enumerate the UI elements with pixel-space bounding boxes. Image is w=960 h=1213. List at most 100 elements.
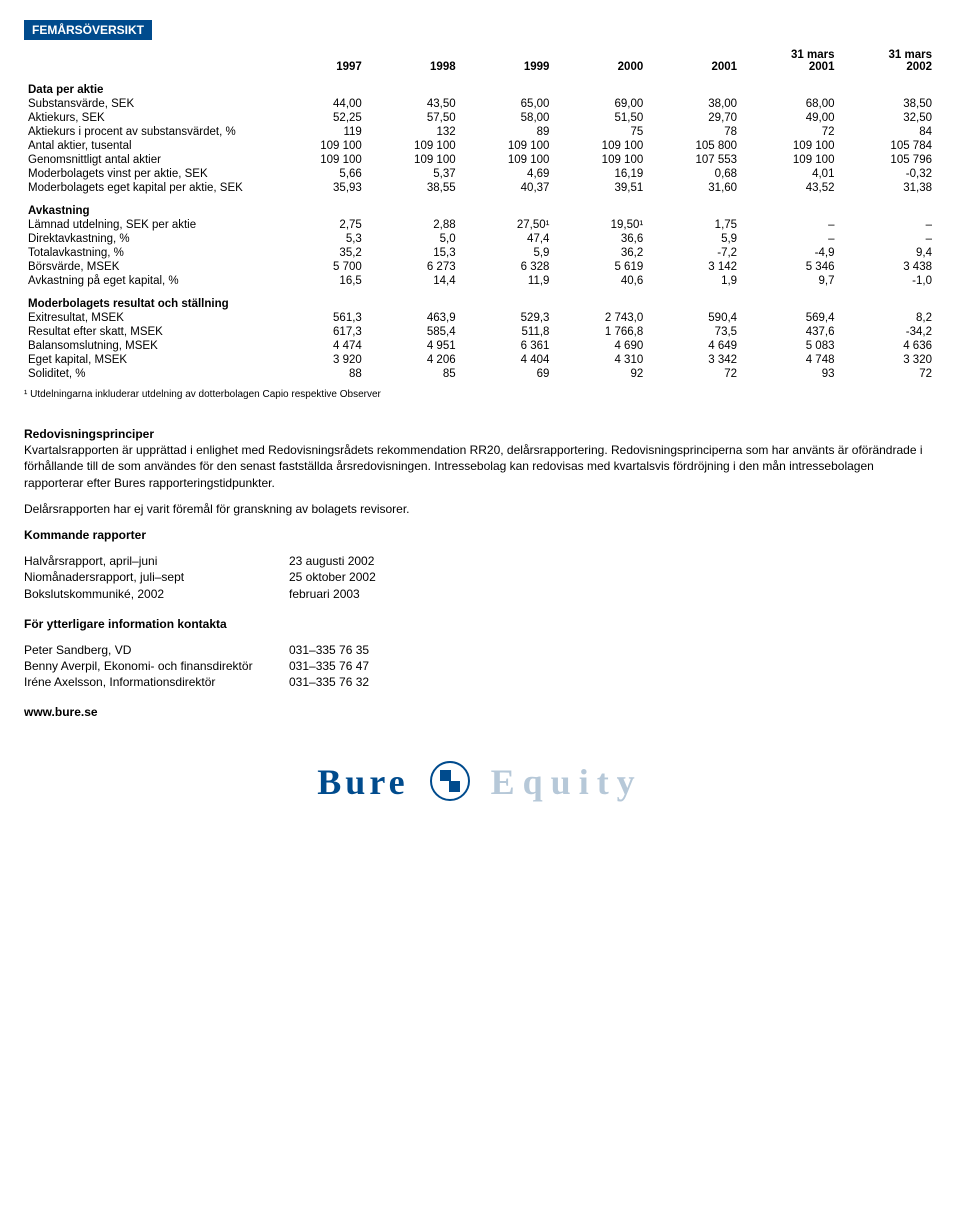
cell: 5,37 (366, 167, 460, 181)
row-label: Börsvärde, MSEK (24, 260, 272, 274)
col-2000: 2000 (553, 48, 647, 74)
table-row: Antal aktier, tusental109 100109 100109 … (24, 139, 936, 153)
table-row: Eget kapital, MSEK3 9204 2064 4044 3103 … (24, 353, 936, 367)
cell: 65,00 (460, 97, 554, 111)
cell: 72 (741, 125, 838, 139)
cell: 3 438 (838, 260, 936, 274)
cell: 4 404 (460, 353, 554, 367)
row-label: Antal aktier, tusental (24, 139, 272, 153)
cell: 27,50¹ (460, 218, 554, 232)
cell: 43,52 (741, 181, 838, 195)
row-label: Exitresultat, MSEK (24, 311, 272, 325)
cell: 5 083 (741, 339, 838, 353)
cell: 590,4 (647, 311, 741, 325)
cell: 85 (366, 367, 460, 381)
cell: 107 553 (647, 153, 741, 167)
row-label: Balansomslutning, MSEK (24, 339, 272, 353)
cell: 6 273 (366, 260, 460, 274)
cell: 6 361 (460, 339, 554, 353)
principles-heading: Redovisningsprinciper (24, 427, 154, 441)
cell: 84 (838, 125, 936, 139)
row-label: Aktiekurs i procent av substansvärdet, % (24, 125, 272, 139)
cell: 4 310 (553, 353, 647, 367)
row-label: Aktiekurs, SEK (24, 111, 272, 125)
cell: – (838, 232, 936, 246)
cell: 109 100 (272, 139, 366, 153)
cell: 6 328 (460, 260, 554, 274)
cell: 75 (553, 125, 647, 139)
table-row: Aktiekurs, SEK52,2557,5058,0051,5029,704… (24, 111, 936, 125)
cell: 4 474 (272, 339, 366, 353)
cell: 68,00 (741, 97, 838, 111)
row-label: Avkastning på eget kapital, % (24, 274, 272, 288)
col-1998: 1998 (366, 48, 460, 74)
row-label: Resultat efter skatt, MSEK (24, 325, 272, 339)
cell: 4 649 (647, 339, 741, 353)
website-link[interactable]: www.bure.se (24, 704, 936, 720)
principles-p1: Kvartalsrapporten är upprättad i enlighe… (24, 443, 923, 489)
reports-heading: Kommande rapporter (24, 527, 936, 543)
cell: 585,4 (366, 325, 460, 339)
report-row: Bokslutskommuniké, 2002februari 2003 (24, 586, 936, 602)
report-name: Niomånadersrapport, juli–sept (24, 569, 289, 585)
cell: 31,60 (647, 181, 741, 195)
report-row: Halvårsrapport, april–juni23 augusti 200… (24, 553, 936, 569)
cell: 49,00 (741, 111, 838, 125)
cell: 2 743,0 (553, 311, 647, 325)
cell: 5,0 (366, 232, 460, 246)
cell: -1,0 (838, 274, 936, 288)
cell: 9,4 (838, 246, 936, 260)
contact-heading: För ytterligare information kontakta (24, 616, 936, 632)
col-31mars-2001: 31 mars2001 (741, 48, 838, 74)
logo-right: Equity (491, 762, 643, 802)
row-label: Soliditet, % (24, 367, 272, 381)
cell: 561,3 (272, 311, 366, 325)
cell: 47,4 (460, 232, 554, 246)
cell: 5,9 (647, 232, 741, 246)
report-date: februari 2003 (289, 586, 360, 602)
cell: 16,5 (272, 274, 366, 288)
report-name: Bokslutskommuniké, 2002 (24, 586, 289, 602)
cell: 5 346 (741, 260, 838, 274)
cell: 5 619 (553, 260, 647, 274)
contact-phone: 031–335 76 35 (289, 642, 369, 658)
cell: 5,3 (272, 232, 366, 246)
cell: 39,51 (553, 181, 647, 195)
table-row: Avkastning på eget kapital, %16,514,411,… (24, 274, 936, 288)
table-row: Aktiekurs i procent av substansvärdet, %… (24, 125, 936, 139)
col-1997: 1997 (272, 48, 366, 74)
table-header-row: 1997 1998 1999 2000 2001 31 mars2001 31 … (24, 48, 936, 74)
cell: 3 920 (272, 353, 366, 367)
cell: 92 (553, 367, 647, 381)
cell: -34,2 (838, 325, 936, 339)
cell: 44,00 (272, 97, 366, 111)
cell: 5 700 (272, 260, 366, 274)
table-row: Direktavkastning, %5,35,047,436,65,9–– (24, 232, 936, 246)
cell: 40,37 (460, 181, 554, 195)
row-label: Genomsnittligt antal aktier (24, 153, 272, 167)
overview-table: 1997 1998 1999 2000 2001 31 mars2001 31 … (24, 48, 936, 381)
cell: 69,00 (553, 97, 647, 111)
cell: 437,6 (741, 325, 838, 339)
cell: 69 (460, 367, 554, 381)
cell: 109 100 (366, 153, 460, 167)
table-row: Moderbolagets eget kapital per aktie, SE… (24, 181, 936, 195)
table-row: Substansvärde, SEK44,0043,5065,0069,0038… (24, 97, 936, 111)
cell: 4,69 (460, 167, 554, 181)
cell: 38,00 (647, 97, 741, 111)
cell: 19,50¹ (553, 218, 647, 232)
contact-phone: 031–335 76 32 (289, 674, 369, 690)
contact-row: Benny Averpil, Ekonomi- och finansdirekt… (24, 658, 936, 674)
report-row: Niomånadersrapport, juli–sept25 oktober … (24, 569, 936, 585)
cell: – (741, 232, 838, 246)
cell: 73,5 (647, 325, 741, 339)
cell: 8,2 (838, 311, 936, 325)
cell: 109 100 (553, 153, 647, 167)
cell: 109 100 (272, 153, 366, 167)
contact-name: Benny Averpil, Ekonomi- och finansdirekt… (24, 658, 289, 674)
contact-name: Iréne Axelsson, Informationsdirektör (24, 674, 289, 690)
cell: 89 (460, 125, 554, 139)
cell: 105 800 (647, 139, 741, 153)
cell: – (838, 218, 936, 232)
cell: 3 320 (838, 353, 936, 367)
